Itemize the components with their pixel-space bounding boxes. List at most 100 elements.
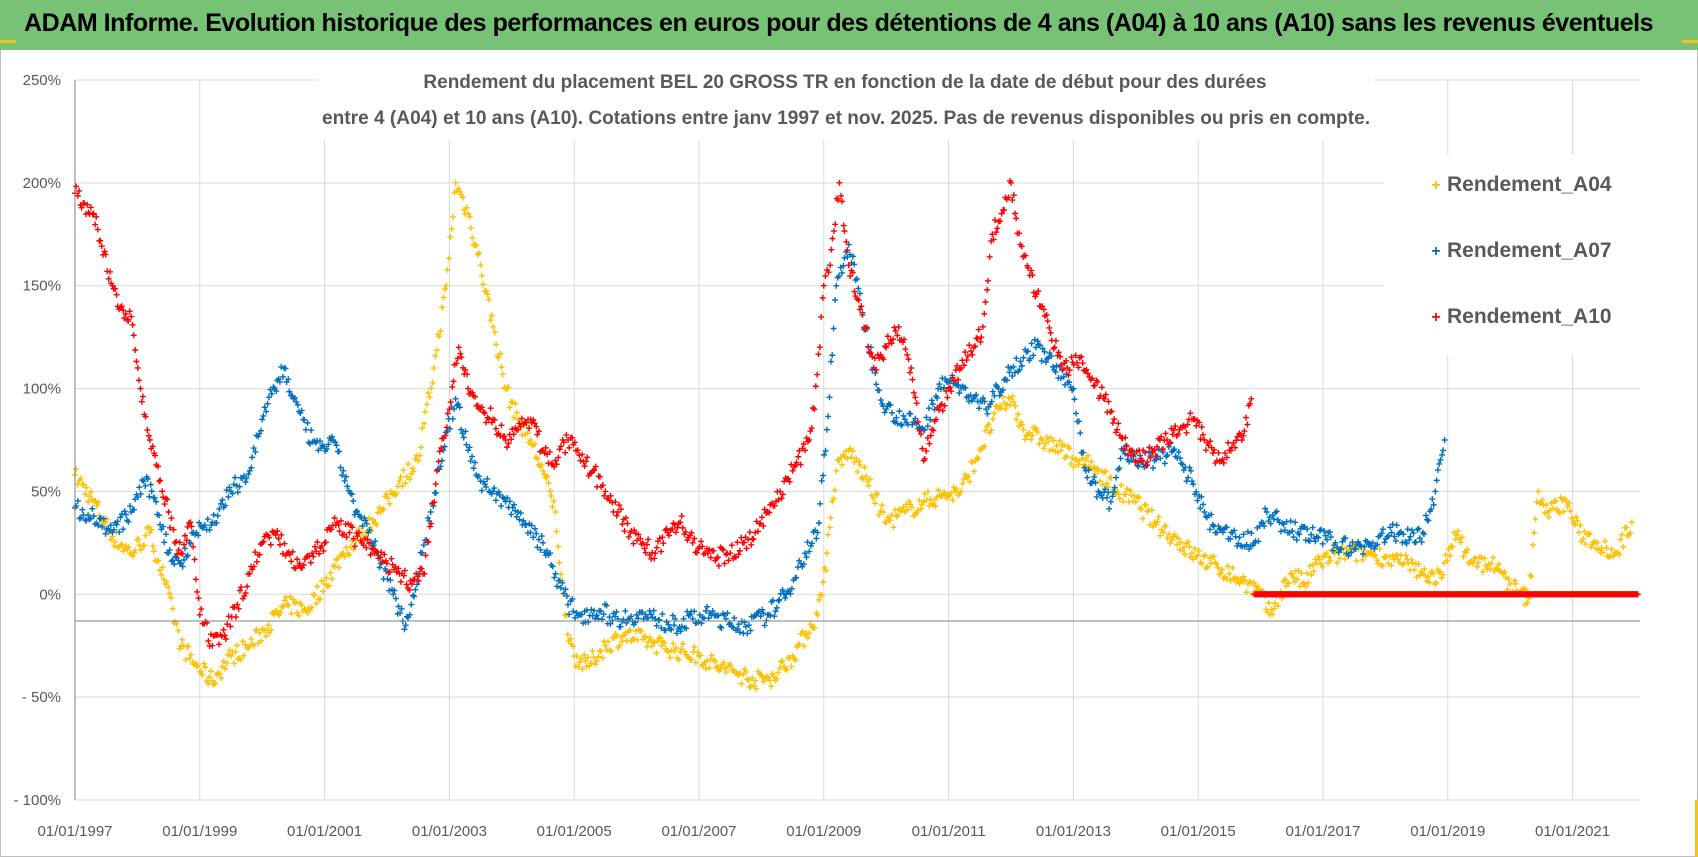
data-point-rendement_a10 [450,378,457,385]
data-point-rendement_a04 [1433,579,1440,586]
data-point-rendement_a07 [936,381,943,388]
data-point-rendement_a10 [574,447,581,454]
data-point-rendement_a07 [533,530,540,537]
data-point-rendement_a10 [250,563,257,570]
data-point-rendement_a04 [877,508,884,515]
data-point-rendement_a04 [887,517,894,524]
data-point-rendement_a07 [438,457,445,464]
data-point-rendement_a07 [830,325,837,332]
data-point-rendement_a04 [493,341,500,348]
data-point-rendement_a07 [873,381,880,388]
data-point-rendement_a10 [1223,454,1230,461]
data-point-rendement_a04 [447,233,454,240]
data-point-rendement_a04 [626,626,633,633]
data-point-rendement_a04 [418,444,425,451]
data-point-rendement_a04 [576,659,583,666]
data-point-rendement_a10 [425,538,432,545]
data-point-rendement_a04 [575,664,582,671]
data-point-rendement_a07 [825,413,832,420]
data-point-rendement_a04 [706,664,713,671]
data-point-rendement_a10 [1183,429,1190,436]
data-point-rendement_a04 [1122,491,1129,498]
data-point-rendement_a07 [432,489,439,496]
data-point-rendement_a10 [653,544,660,551]
y-tick-label: 50% [31,483,61,500]
data-point-rendement_a07 [242,479,249,486]
data-point-rendement_a07 [564,601,571,608]
data-point-rendement_a04 [1294,576,1301,583]
data-point-rendement_a04 [313,600,320,607]
y-tick-label: 250% [23,72,61,89]
data-point-rendement_a10 [910,389,917,396]
data-point-rendement_a10 [1091,382,1098,389]
data-point-rendement_a07 [888,409,895,416]
data-point-rendement_a04 [1118,482,1125,489]
data-point-rendement_a07 [1318,526,1325,533]
data-point-rendement_a07 [1105,489,1112,496]
data-point-rendement_a07 [294,401,301,408]
data-point-rendement_a07 [1175,449,1182,456]
data-point-rendement_a10 [1059,366,1066,373]
data-point-rendement_a04 [1137,505,1144,512]
data-point-rendement_a10 [1044,318,1051,325]
data-point-rendement_a04 [1084,452,1091,459]
data-point-rendement_a10 [191,556,198,563]
data-point-rendement_a07 [1414,526,1421,533]
data-point-rendement_a10 [1244,421,1251,428]
data-point-rendement_a10 [432,481,439,488]
data-point-rendement_a04 [774,669,781,676]
data-point-rendement_a07 [724,610,731,617]
data-point-rendement_a04 [1512,580,1519,587]
data-point-rendement_a04 [224,651,231,658]
data-point-rendement_a07 [803,554,810,561]
data-point-rendement_a07 [1262,505,1269,512]
x-tick-label: 01/01/2015 [1161,823,1236,840]
data-point-rendement_a10 [1149,448,1156,455]
data-point-rendement_a10 [1005,194,1012,201]
data-point-rendement_a10 [235,605,242,612]
data-point-rendement_a10 [1065,372,1072,379]
data-point-rendement_a04 [1116,495,1123,502]
data-point-rendement_a07 [800,561,807,568]
data-point-rendement_a10 [1225,439,1232,446]
data-point-rendement_a10 [492,425,499,432]
data-point-rendement_a10 [902,346,909,353]
data-point-rendement_a04 [773,675,780,682]
data-point-rendement_a10 [553,461,560,468]
data-point-rendement_a07 [1227,536,1234,542]
data-point-rendement_a07 [87,515,94,522]
data-point-rendement_a07 [1381,539,1388,546]
data-point-rendement_a04 [1336,555,1343,562]
data-point-rendement_a07 [876,387,883,394]
data-point-rendement_a10 [377,554,384,561]
data-point-rendement_a04 [1437,568,1444,575]
data-point-rendement_a04 [1371,551,1378,558]
data-point-rendement_a07 [898,422,905,429]
data-point-rendement_a04 [881,519,888,526]
data-point-rendement_a04 [1073,456,1080,463]
data-point-rendement_a10 [841,228,848,235]
data-point-rendement_a07 [695,618,702,625]
data-point-rendement_a10 [165,509,172,515]
data-point-rendement_a07 [1436,460,1443,467]
data-point-rendement_a04 [445,255,452,262]
data-point-rendement_a10 [741,539,748,546]
data-point-rendement_a07 [508,511,515,518]
data-point-rendement_a04 [1298,570,1305,577]
data-point-rendement_a07 [329,433,336,440]
data-point-rendement_a04 [1627,529,1634,536]
data-point-rendement_a07 [937,386,944,393]
data-point-rendement_a04 [1460,553,1467,560]
data-point-rendement_a07 [1093,493,1100,500]
data-point-rendement_a07 [921,426,928,433]
data-point-rendement_a10 [809,404,816,411]
data-point-rendement_a07 [1157,455,1164,462]
data-point-rendement_a04 [233,642,240,649]
data-point-rendement_a04 [159,564,166,571]
data-point-rendement_a04 [1340,549,1347,556]
data-point-rendement_a04 [974,454,981,461]
data-point-rendement_a04 [402,480,409,487]
y-tick-label: 0% [39,586,61,603]
data-point-rendement_a10 [149,443,156,450]
data-point-rendement_a04 [118,541,125,548]
